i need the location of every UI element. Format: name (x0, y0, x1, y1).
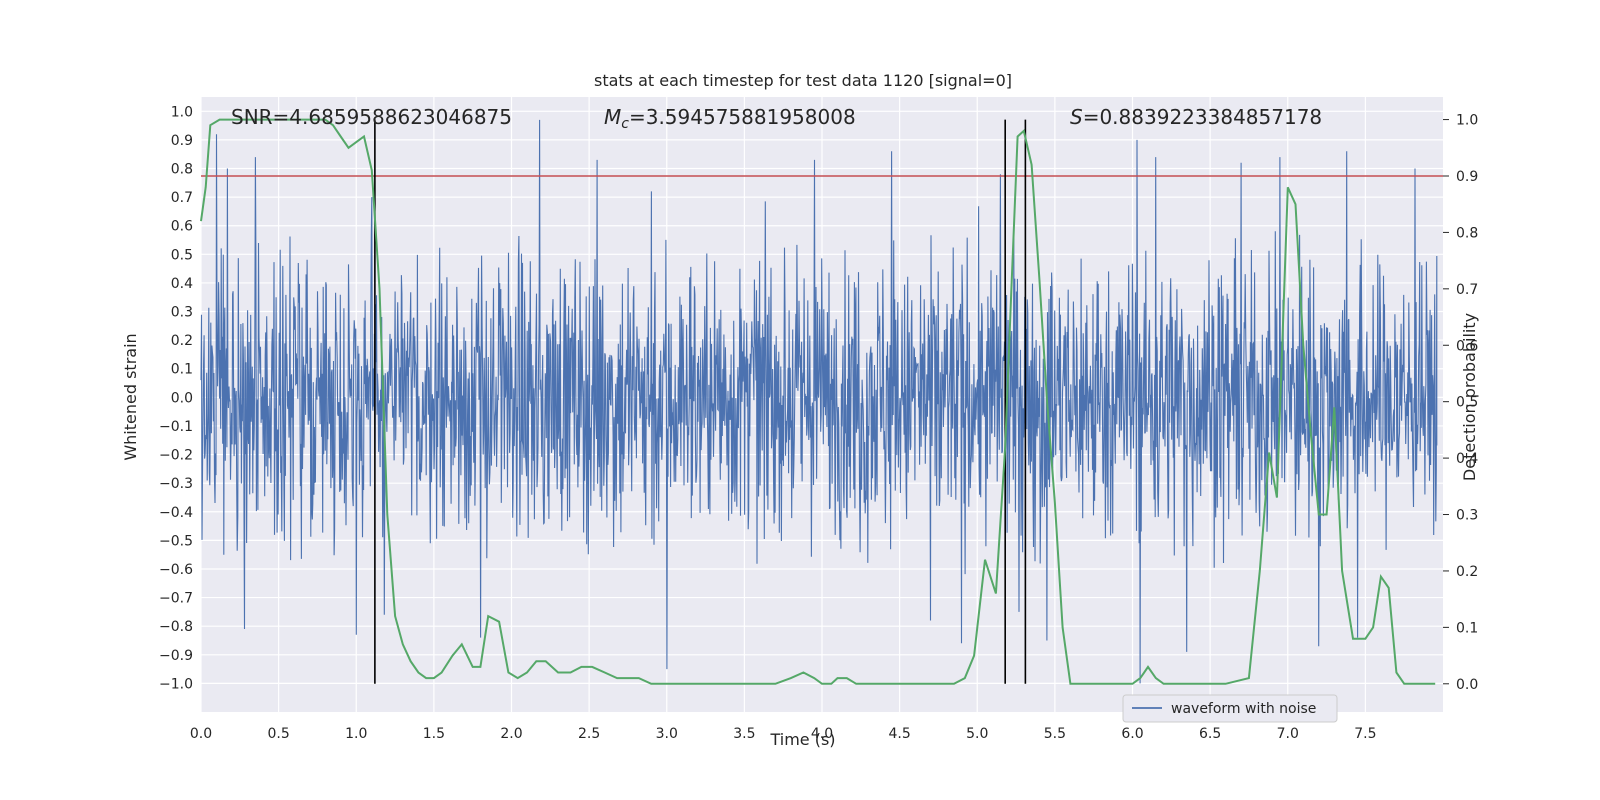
x-axis-label: Time (s) (769, 730, 835, 749)
y-right-tick-label: 0.8 (1456, 225, 1478, 241)
chirp-mass-subscript: c (621, 116, 629, 132)
legend: waveform with noise (1122, 694, 1338, 723)
x-tick-label: 2.0 (500, 726, 522, 742)
y-right-tick-label: 1.0 (1456, 113, 1478, 129)
x-tick-label: 5.0 (966, 726, 988, 742)
y-left-tick-label: 0.9 (171, 133, 193, 149)
x-tick-label: 4.5 (888, 726, 910, 742)
x-tick-label: 7.5 (1354, 726, 1376, 742)
legend-entry-waveform: waveform with noise (1171, 701, 1316, 717)
x-tick-label: 0.0 (190, 726, 212, 742)
s-symbol: S (1070, 105, 1083, 129)
s-annotation: S=0.8839223384857178 (1070, 105, 1322, 129)
y-left-tick-label: 0.5 (171, 247, 193, 263)
y-right-tick-label: 0.9 (1456, 169, 1478, 185)
y-right-tick-label: 0.7 (1456, 282, 1478, 298)
y-left-tick-label: 0.2 (171, 333, 193, 349)
y-left-tick-label: −0.9 (159, 648, 193, 664)
y-right-tick-label: 0.3 (1456, 508, 1478, 524)
x-tick-label: 6.5 (1199, 726, 1221, 742)
x-tick-label: 1.0 (345, 726, 367, 742)
x-tick-label: 6.0 (1121, 726, 1143, 742)
waveform-line (200, 119, 1438, 684)
y-left-tick-label: 0.8 (171, 162, 193, 178)
y-left-tick-label: 0.1 (171, 362, 193, 378)
y-right-tick-label: 0.5 (1456, 395, 1478, 411)
y-left-tick-label: −0.4 (159, 505, 193, 521)
y-left-tick-label: 0.0 (171, 390, 193, 406)
x-tick-label: 4.0 (811, 726, 833, 742)
y-right-axis-ticks: 1.0 0.9 0.8 0.7 0.6 0.5 0.4 0.3 0.2 0.1 0.0 (1443, 113, 1478, 693)
y-left-tick-label: −0.7 (159, 591, 193, 607)
y-right-axis-label: Detection probability (1460, 313, 1479, 481)
y-left-tick-label: 0.3 (171, 305, 193, 321)
y-left-tick-label: −0.8 (159, 619, 193, 635)
probability-line (200, 118, 1436, 685)
y-left-tick-label: −0.1 (159, 419, 193, 435)
chirp-mass-symbol: M (604, 105, 621, 129)
x-tick-label: 7.0 (1277, 726, 1299, 742)
x-tick-label: 5.5 (1044, 726, 1066, 742)
chirp-mass-value: =3.594575881958008 (629, 105, 856, 129)
x-tick-label: 3.5 (733, 726, 755, 742)
y-left-axis-ticks: 1.0 0.9 0.8 0.7 0.6 0.5 0.4 0.3 0.2 0.1 0.0 −0.1 −0.… (159, 104, 193, 692)
y-left-tick-label: −0.6 (159, 562, 193, 578)
probability-series (200, 118, 1436, 685)
x-tick-label: 1.5 (423, 726, 445, 742)
s-value: =0.8839223384857178 (1083, 105, 1322, 129)
x-tick-label: 3.0 (656, 726, 678, 742)
y-left-tick-label: −0.2 (159, 448, 193, 464)
y-left-tick-label: −0.5 (159, 533, 193, 549)
x-tick-label: 0.5 (267, 726, 289, 742)
y-left-tick-label: −0.3 (159, 476, 193, 492)
y-left-axis-label: Whitened strain (121, 333, 140, 460)
y-right-tick-label: 0.6 (1456, 338, 1478, 354)
x-tick-label: 2.5 (578, 726, 600, 742)
waveform-series (200, 119, 1438, 684)
y-left-tick-label: 0.6 (171, 219, 193, 235)
chirp-mass-annotation: Mc=3.594575881958008 (604, 105, 856, 132)
legend-box (1122, 694, 1338, 723)
y-right-tick-label: 0.4 (1456, 451, 1478, 467)
snr-annotation: SNR=4.6859588623046875 (231, 105, 512, 129)
y-left-tick-label: 0.4 (171, 276, 193, 292)
y-right-tick-label: 0.1 (1456, 620, 1478, 636)
y-left-tick-label: −1.0 (159, 676, 193, 692)
y-left-tick-label: 1.0 (171, 104, 193, 120)
y-right-tick-label: 0.2 (1456, 564, 1478, 580)
y-left-tick-label: 0.7 (171, 190, 193, 206)
x-axis-ticks: 0.0 0.5 1.0 1.5 2.0 2.5 3.0 3.5 4.0 4.5 5.0 5.5 6.0 6… (190, 726, 1377, 742)
chart-title: stats at each timestep for test data 112… (594, 71, 1012, 90)
y-right-tick-label: 0.0 (1456, 677, 1478, 693)
